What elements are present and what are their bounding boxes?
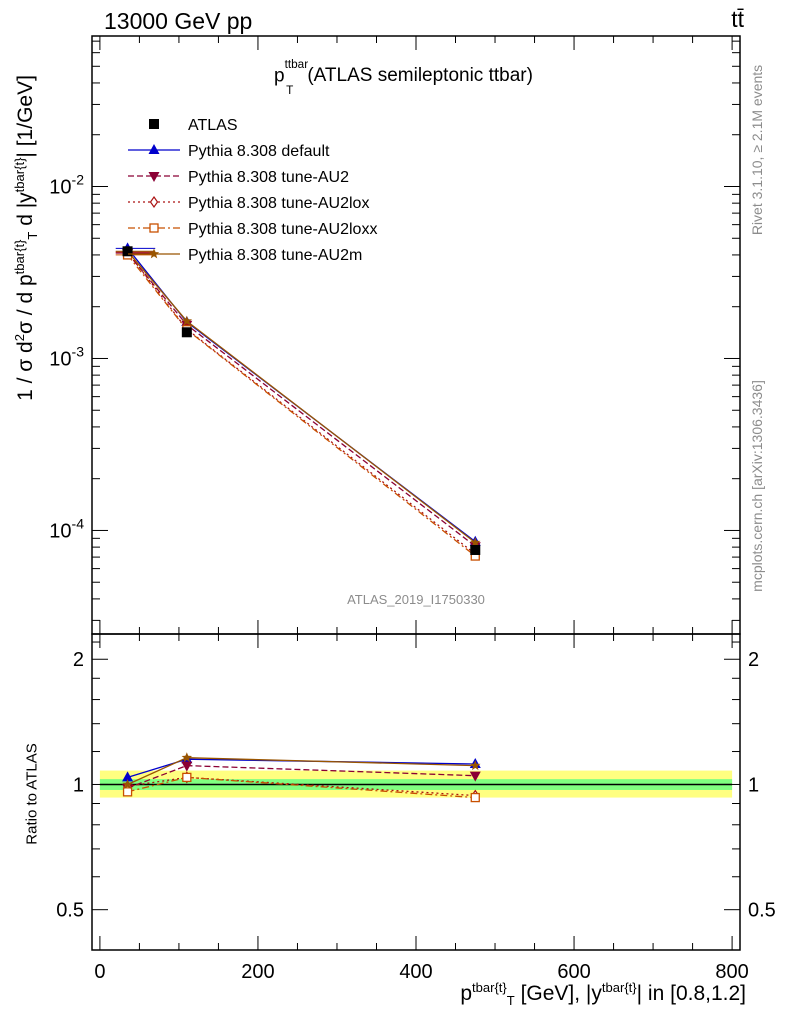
x-axis-title: ptbar{t}T [GeV], |ytbar{t}| in [0.8,1.2] [460,980,746,1009]
series-line-3 [127,251,476,555]
legend-marker [148,144,160,154]
y-tick-label: 10-4 [49,515,84,542]
legend-label: Pythia 8.308 tune-AU2m [188,247,362,264]
ratio-point-2 [181,761,193,772]
energy-label: 13000 GeV pp [104,8,253,34]
series-line-1 [127,247,476,543]
legend-label: Pythia 8.308 tune-AU2 [188,169,349,186]
atlas-point [122,246,133,257]
x-tick-label: 0 [94,961,105,983]
legend-marker [148,172,160,182]
ratio-point-5 [470,760,481,771]
upper-y-axis-title: 1 / σ d2σ / d ptbar{t}T d |ytbar{t}| [1/… [11,75,41,401]
ratio-y-tick-label: 0.5 [56,900,84,922]
legend-label: Pythia 8.308 tune-AU2lox [188,195,369,212]
x-tick-label: 400 [399,961,432,983]
legend-marker [149,119,159,129]
legend-marker [149,195,159,209]
x-tick-label: 800 [715,961,748,983]
ratio-point-1 [122,771,134,782]
legend-label: Pythia 8.308 tune-AU2loxx [188,221,377,238]
mcplots-label: mcplots.cern.ch [arXiv:1306.3436] [749,380,765,592]
ratio-y-tick-label-right: 0.5 [748,900,776,922]
atlas-point [181,327,192,338]
analysis-watermark: ATLAS_2019_I1750330 [347,592,485,607]
legend-label: ATLAS [188,117,238,134]
chart-title: pttbarT(ATLAS semileptonic ttbar) [274,58,533,98]
legend-label: Pythia 8.308 default [188,143,330,160]
series-line-5 [127,250,476,544]
process-label: tt̄ [731,6,744,32]
legend-marker [148,248,160,259]
ratio-point-5 [181,752,193,763]
x-tick-label: 600 [557,961,590,983]
series-line-4 [127,254,476,557]
series-point-5 [470,537,481,547]
ratio-point-2 [469,771,481,782]
ratio-y-tick-label-right: 1 [748,774,759,796]
y-tick-label: 10-3 [49,343,84,370]
ratio-y-tick-label: 1 [73,774,84,796]
ratio-point-4 [470,792,480,803]
ratio-point-5 [122,779,133,789]
series-point-5 [181,315,193,326]
x-tick-label: 200 [241,961,274,983]
ratio-point-4 [182,772,192,783]
ratio-y-tick-label-right: 2 [748,649,759,671]
y-tick-label: 10-2 [49,171,84,198]
ratio-point-4 [122,787,133,797]
ratio-y-tick-label: 2 [73,649,84,671]
rivet-label: Rivet 3.1.10, ≥ 2.1M events [749,64,765,236]
legend-marker [149,223,159,233]
atlas-point [470,544,481,555]
ratio-y-axis-title: Ratio to ATLAS [23,743,41,845]
